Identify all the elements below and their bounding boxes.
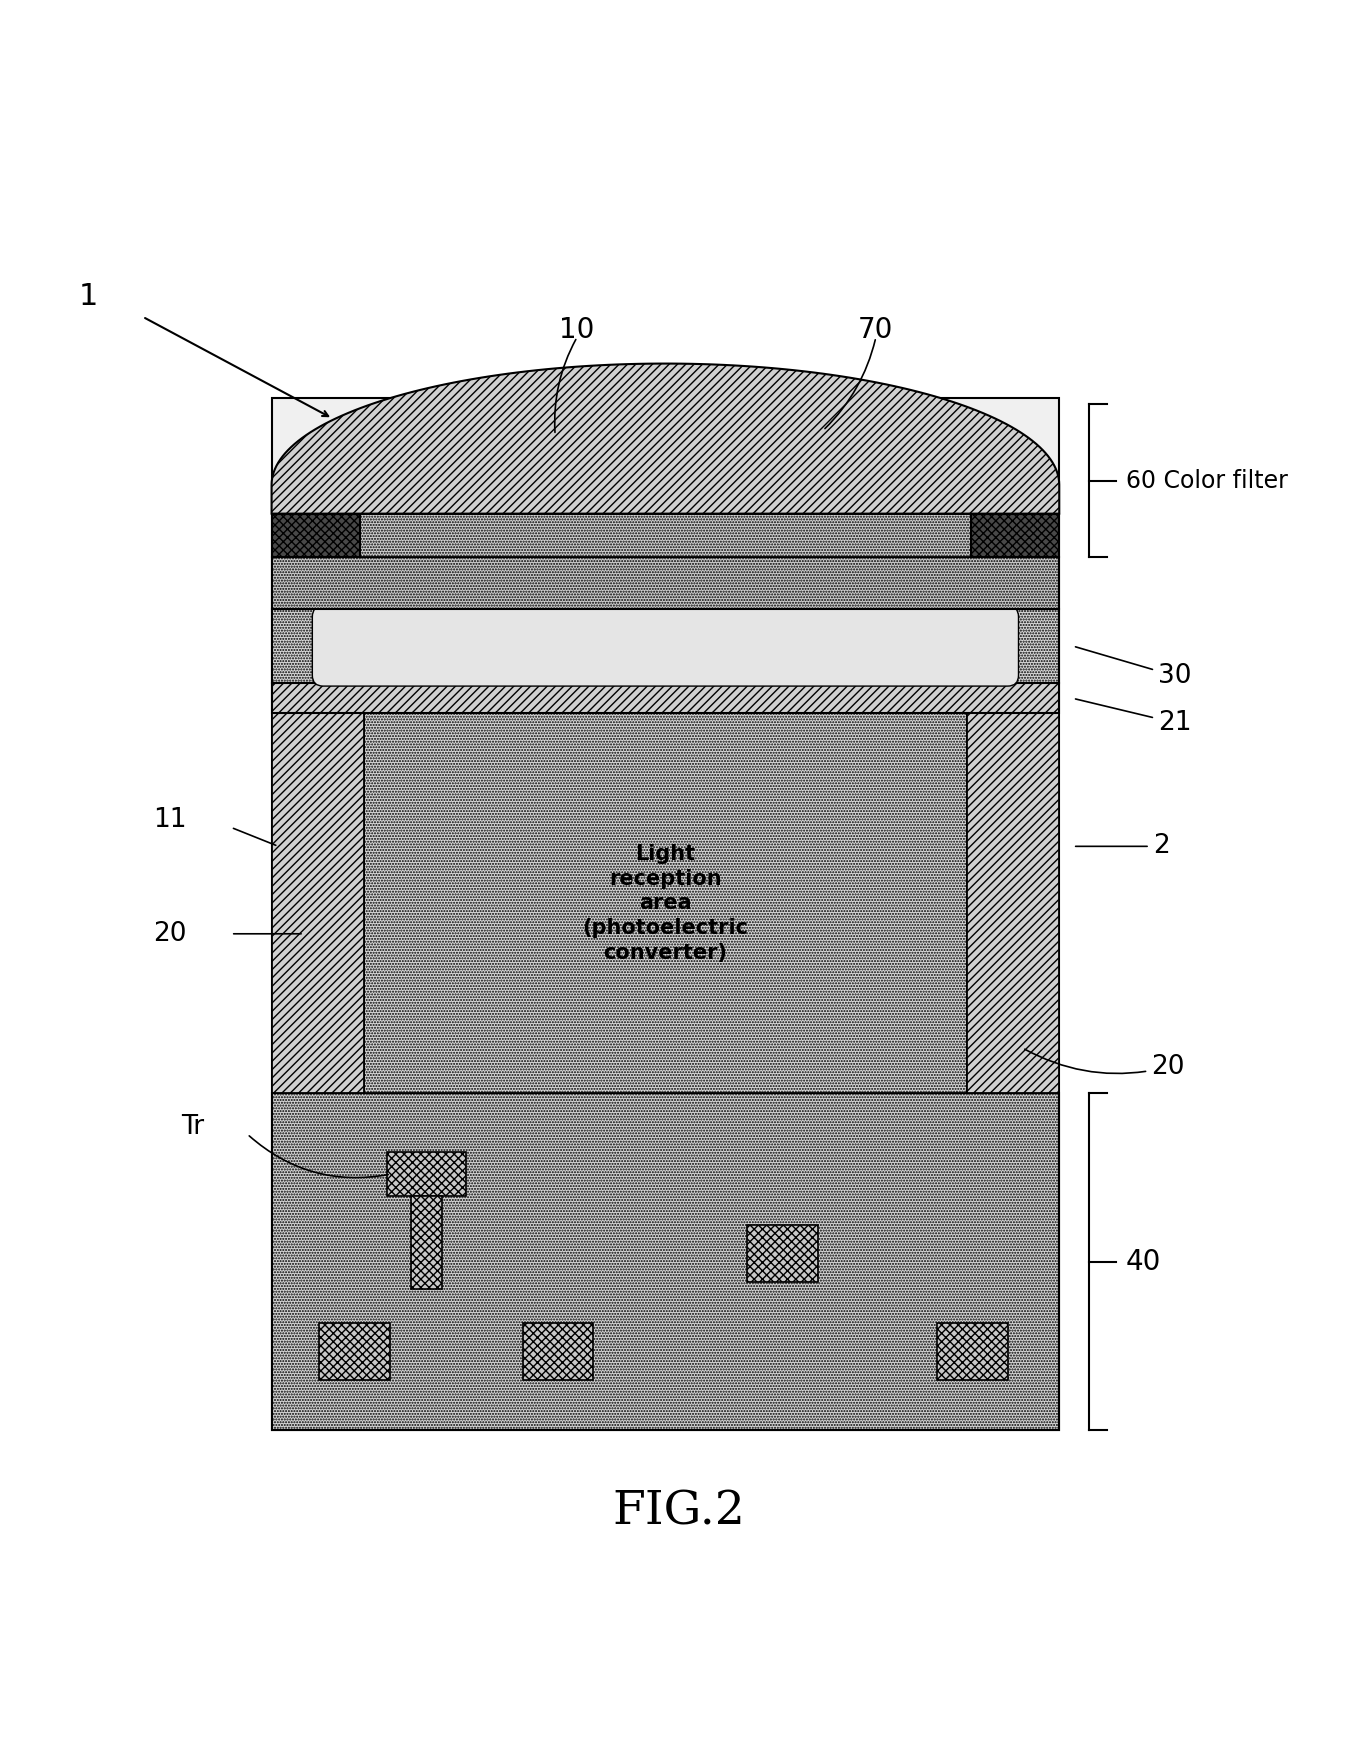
Text: 1: 1 <box>79 281 98 311</box>
Bar <box>272 398 1059 1431</box>
Bar <box>937 1322 1008 1380</box>
Text: 30: 30 <box>1076 646 1191 688</box>
Bar <box>272 713 364 1094</box>
Text: 21: 21 <box>1076 699 1191 735</box>
Text: Light
reception
area
(photoelectric
converter): Light reception area (photoelectric conv… <box>583 844 748 963</box>
Bar <box>411 1197 443 1289</box>
Bar <box>387 1151 466 1197</box>
Text: FIG.2: FIG.2 <box>612 1488 746 1534</box>
Text: 60 Color filter: 60 Color filter <box>1126 468 1287 493</box>
Bar <box>523 1322 593 1380</box>
Bar <box>747 1225 818 1282</box>
Bar <box>272 514 360 557</box>
Bar <box>967 713 1059 1094</box>
Text: 70: 70 <box>858 316 894 344</box>
Bar <box>272 1094 1059 1431</box>
Text: 20: 20 <box>153 921 186 947</box>
Text: 11: 11 <box>153 807 186 833</box>
Text: 40: 40 <box>1126 1247 1161 1275</box>
Bar <box>319 1322 390 1380</box>
Text: Tr: Tr <box>181 1115 205 1141</box>
FancyBboxPatch shape <box>312 606 1018 687</box>
Text: 20: 20 <box>1025 1050 1184 1080</box>
Bar <box>971 514 1059 557</box>
Bar <box>272 608 1059 683</box>
PathPatch shape <box>272 363 1059 514</box>
Bar <box>272 683 1059 713</box>
Bar <box>364 713 967 1094</box>
Bar <box>360 514 971 557</box>
Bar <box>272 557 1059 608</box>
Text: 2: 2 <box>1076 833 1169 860</box>
Text: 10: 10 <box>559 316 595 344</box>
